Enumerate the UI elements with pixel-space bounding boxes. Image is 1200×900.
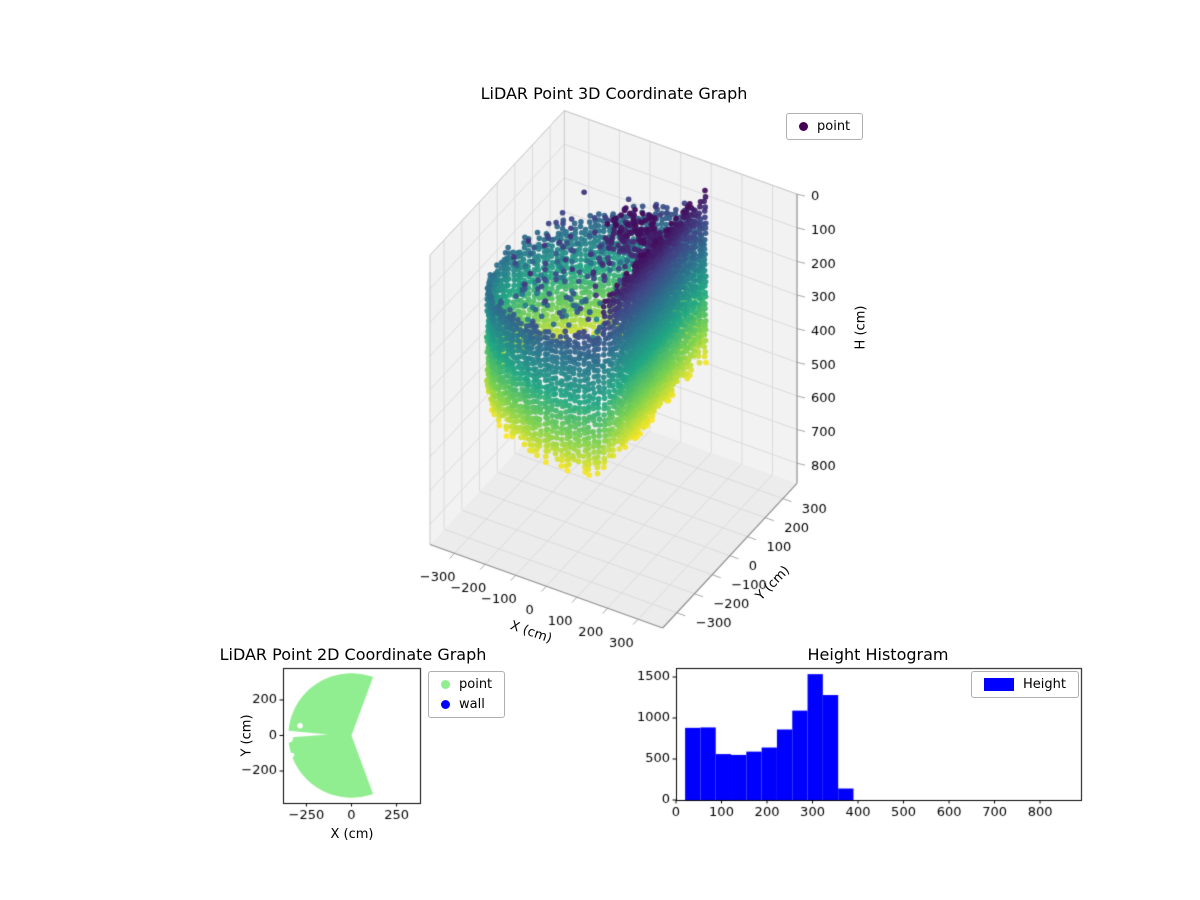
chart2d-yaxis-label: Y (cm) <box>239 714 255 757</box>
chart2d-title: LiDAR Point 2D Coordinate Graph <box>219 645 487 664</box>
legend-label-point: point <box>459 677 493 692</box>
legend-label-point: point <box>817 119 851 134</box>
chart2d-canvas <box>234 658 440 828</box>
chart3d-title: LiDAR Point 3D Coordinate Graph <box>480 84 748 103</box>
point-marker-icon <box>441 680 450 689</box>
legend-item-point: point <box>441 677 492 692</box>
height-patch-icon <box>984 678 1014 691</box>
chart3d-zaxis-label: H (cm) <box>853 305 869 350</box>
wall-marker-icon <box>441 700 450 709</box>
chart2d-xaxis-label: X (cm) <box>330 827 374 842</box>
histogram-legend: Height <box>971 671 1079 698</box>
point-marker-icon <box>799 122 808 131</box>
legend-item-height: Height <box>984 677 1066 692</box>
legend-item-wall: wall <box>441 697 492 712</box>
histogram-title: Height Histogram <box>807 645 949 664</box>
chart3d-canvas <box>380 95 900 660</box>
legend-label-height: Height <box>1023 677 1066 692</box>
chart2d-legend: point wall <box>428 671 506 718</box>
chart3d-legend: point <box>786 113 864 140</box>
legend-item-point: point <box>799 119 850 134</box>
legend-label-wall: wall <box>459 697 485 712</box>
